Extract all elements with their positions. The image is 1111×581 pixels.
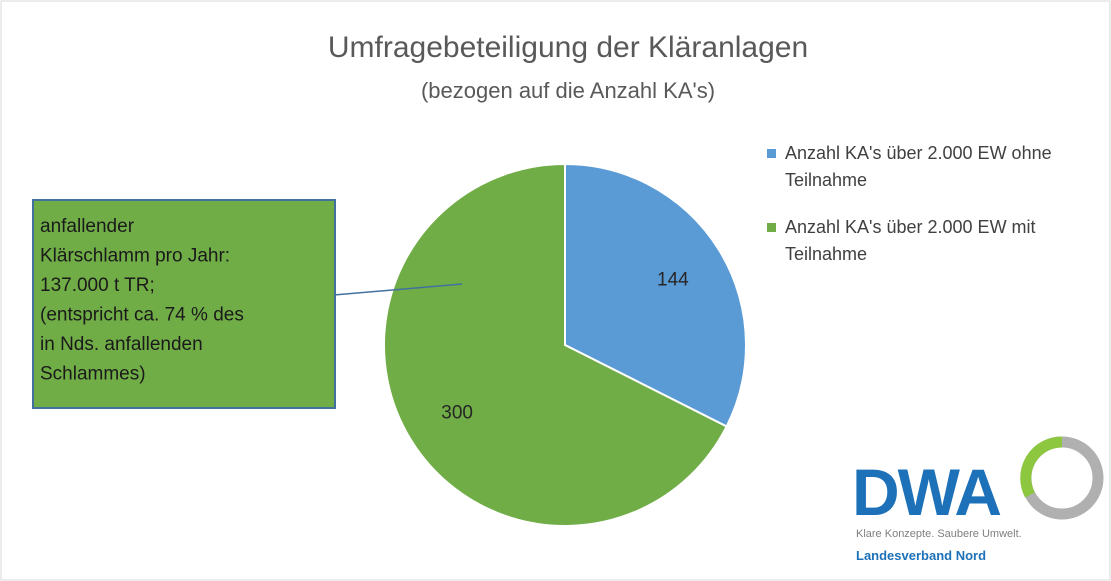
- callout-line: [321, 283, 463, 297]
- legend-item: Anzahl KA's über 2.000 EW mit Teilnahme: [767, 214, 1105, 268]
- logo-text: DWA: [852, 455, 1000, 529]
- pie-slice: [383, 162, 728, 527]
- legend-swatch: [767, 223, 776, 232]
- legend-label: Anzahl KA's über 2.000 EW ohne Teilnahme: [785, 143, 1052, 190]
- chart-subtitle: (bezogen auf die Anzahl KA's): [421, 78, 715, 103]
- logo-tagline: Klare Konzepte. Saubere Umwelt.: [856, 528, 1022, 540]
- annotation-line: (entspricht ca. 74 % des: [40, 305, 244, 326]
- logo-ring-accent: [1020, 436, 1063, 498]
- logo-region: Landesverband Nord: [856, 548, 986, 563]
- data-label: 300: [441, 402, 473, 423]
- annotation-box: [32, 199, 336, 409]
- annotation-line: anfallender: [40, 216, 135, 237]
- annotation-line: 137.000 t TR;: [40, 275, 155, 296]
- pie-slice: [564, 162, 747, 428]
- legend-item: Anzahl KA's über 2.000 EW ohne Teilnahme: [767, 140, 1105, 194]
- annotation-line: Klärschlamm pro Jahr:: [40, 246, 230, 267]
- data-label: 144: [657, 270, 689, 291]
- annotation-line: Schlammes): [40, 364, 146, 385]
- annotation-line: in Nds. anfallenden: [40, 334, 203, 355]
- legend-label: Anzahl KA's über 2.000 EW mit Teilnahme: [785, 217, 1036, 264]
- legend-swatch: [767, 149, 776, 158]
- chart-title: Umfragebeteiligung der Kläranlagen: [328, 31, 808, 64]
